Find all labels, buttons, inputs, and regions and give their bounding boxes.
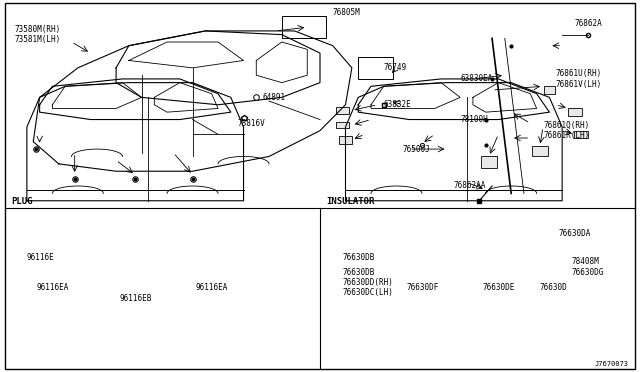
- Text: 76630DD(RH)
76630DC(LH): 76630DD(RH) 76630DC(LH): [342, 278, 393, 297]
- Text: 76630DB: 76630DB: [342, 253, 374, 263]
- Bar: [481, 157, 497, 167]
- Text: 63830EA: 63830EA: [460, 74, 493, 83]
- Bar: [532, 146, 548, 155]
- Text: 96116EB: 96116EB: [119, 294, 152, 303]
- Text: 78816V: 78816V: [237, 119, 265, 128]
- Bar: [336, 107, 349, 113]
- Bar: [574, 131, 588, 138]
- Text: 76630DE: 76630DE: [483, 283, 515, 292]
- Text: 76862AA: 76862AA: [454, 182, 486, 190]
- Text: 64891: 64891: [262, 93, 286, 102]
- Text: 76861Q(RH)
76861R(LH): 76861Q(RH) 76861R(LH): [543, 121, 589, 140]
- Bar: [358, 57, 394, 79]
- Bar: [339, 136, 352, 144]
- Text: 96116EA: 96116EA: [196, 283, 228, 292]
- Text: PLUG: PLUG: [11, 197, 33, 206]
- Text: 76630D: 76630D: [540, 283, 568, 292]
- Text: 78100H: 78100H: [460, 115, 488, 124]
- Text: 63832E: 63832E: [384, 100, 412, 109]
- Text: J7670073: J7670073: [595, 361, 629, 367]
- Bar: [336, 122, 349, 128]
- Text: 76630DA: 76630DA: [559, 230, 591, 238]
- Text: 96116E: 96116E: [27, 253, 54, 263]
- Text: 73580M(RH)
73581M(LH): 73580M(RH) 73581M(LH): [14, 25, 60, 44]
- Bar: [543, 86, 555, 94]
- Text: 76500J: 76500J: [403, 145, 431, 154]
- Text: 76749: 76749: [384, 63, 407, 72]
- Text: INSULATOR: INSULATOR: [326, 197, 375, 206]
- Text: 96116EA: 96116EA: [36, 283, 69, 292]
- Bar: [282, 16, 326, 38]
- Text: 76862A: 76862A: [575, 19, 603, 28]
- Text: 76630DB: 76630DB: [342, 268, 374, 277]
- Text: 76861U(RH)
76861V(LH): 76861U(RH) 76861V(LH): [556, 69, 602, 89]
- Text: 76805M: 76805M: [333, 8, 360, 17]
- Text: 76630DG: 76630DG: [572, 268, 604, 277]
- Text: 76630DF: 76630DF: [406, 283, 438, 292]
- Text: 78408M: 78408M: [572, 257, 600, 266]
- Bar: [568, 109, 582, 116]
